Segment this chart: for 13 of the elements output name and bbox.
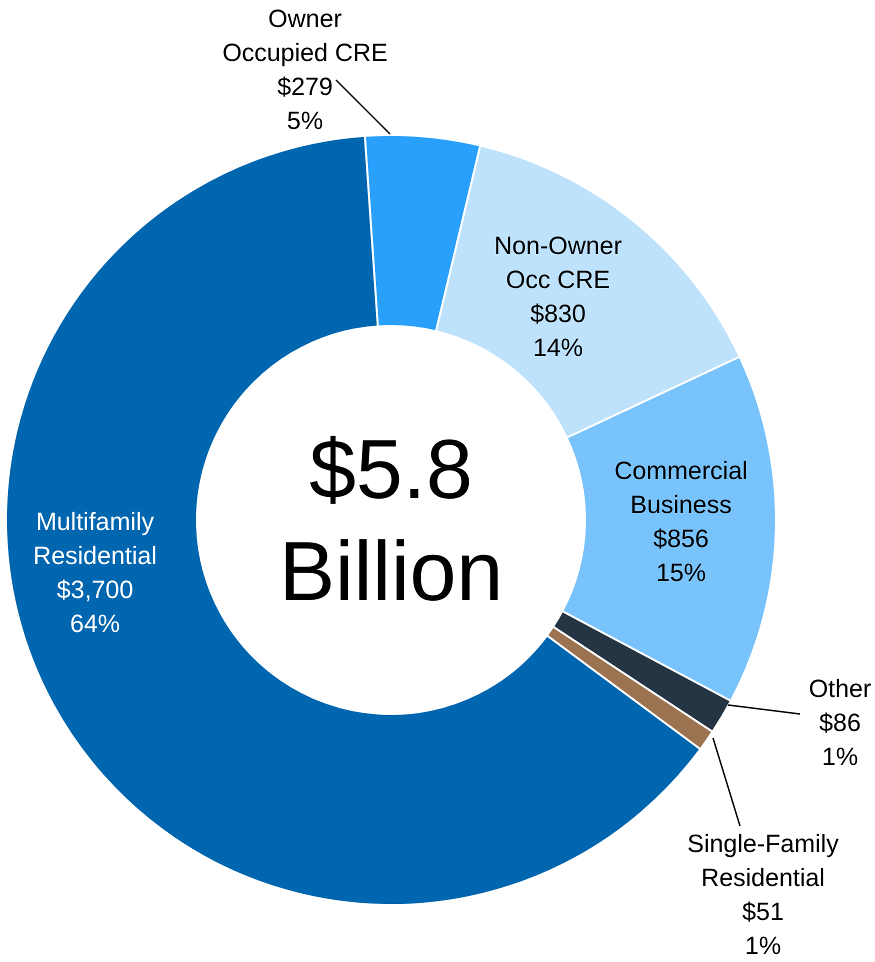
slice-label: Non-Owner Occ CRE	[494, 232, 622, 294]
data-label: $279 5%	[277, 73, 333, 135]
slice-label: Other	[808, 675, 872, 703]
text: $5.8 Billion	[278, 422, 504, 618]
data-label: $856 15%	[653, 525, 709, 587]
slice-label: Single-Family Residential	[687, 830, 840, 892]
data-label: $86 1%	[819, 709, 861, 771]
slice-label: Multifamily Residential	[33, 508, 157, 570]
data-label: $830 14%	[530, 300, 586, 362]
data-label: $3,700 64%	[56, 576, 134, 638]
slice-label: Commercial Business	[614, 457, 748, 519]
data-label: $51 1%	[742, 898, 784, 960]
slice-label: Owner Occupied CRE	[222, 5, 388, 67]
